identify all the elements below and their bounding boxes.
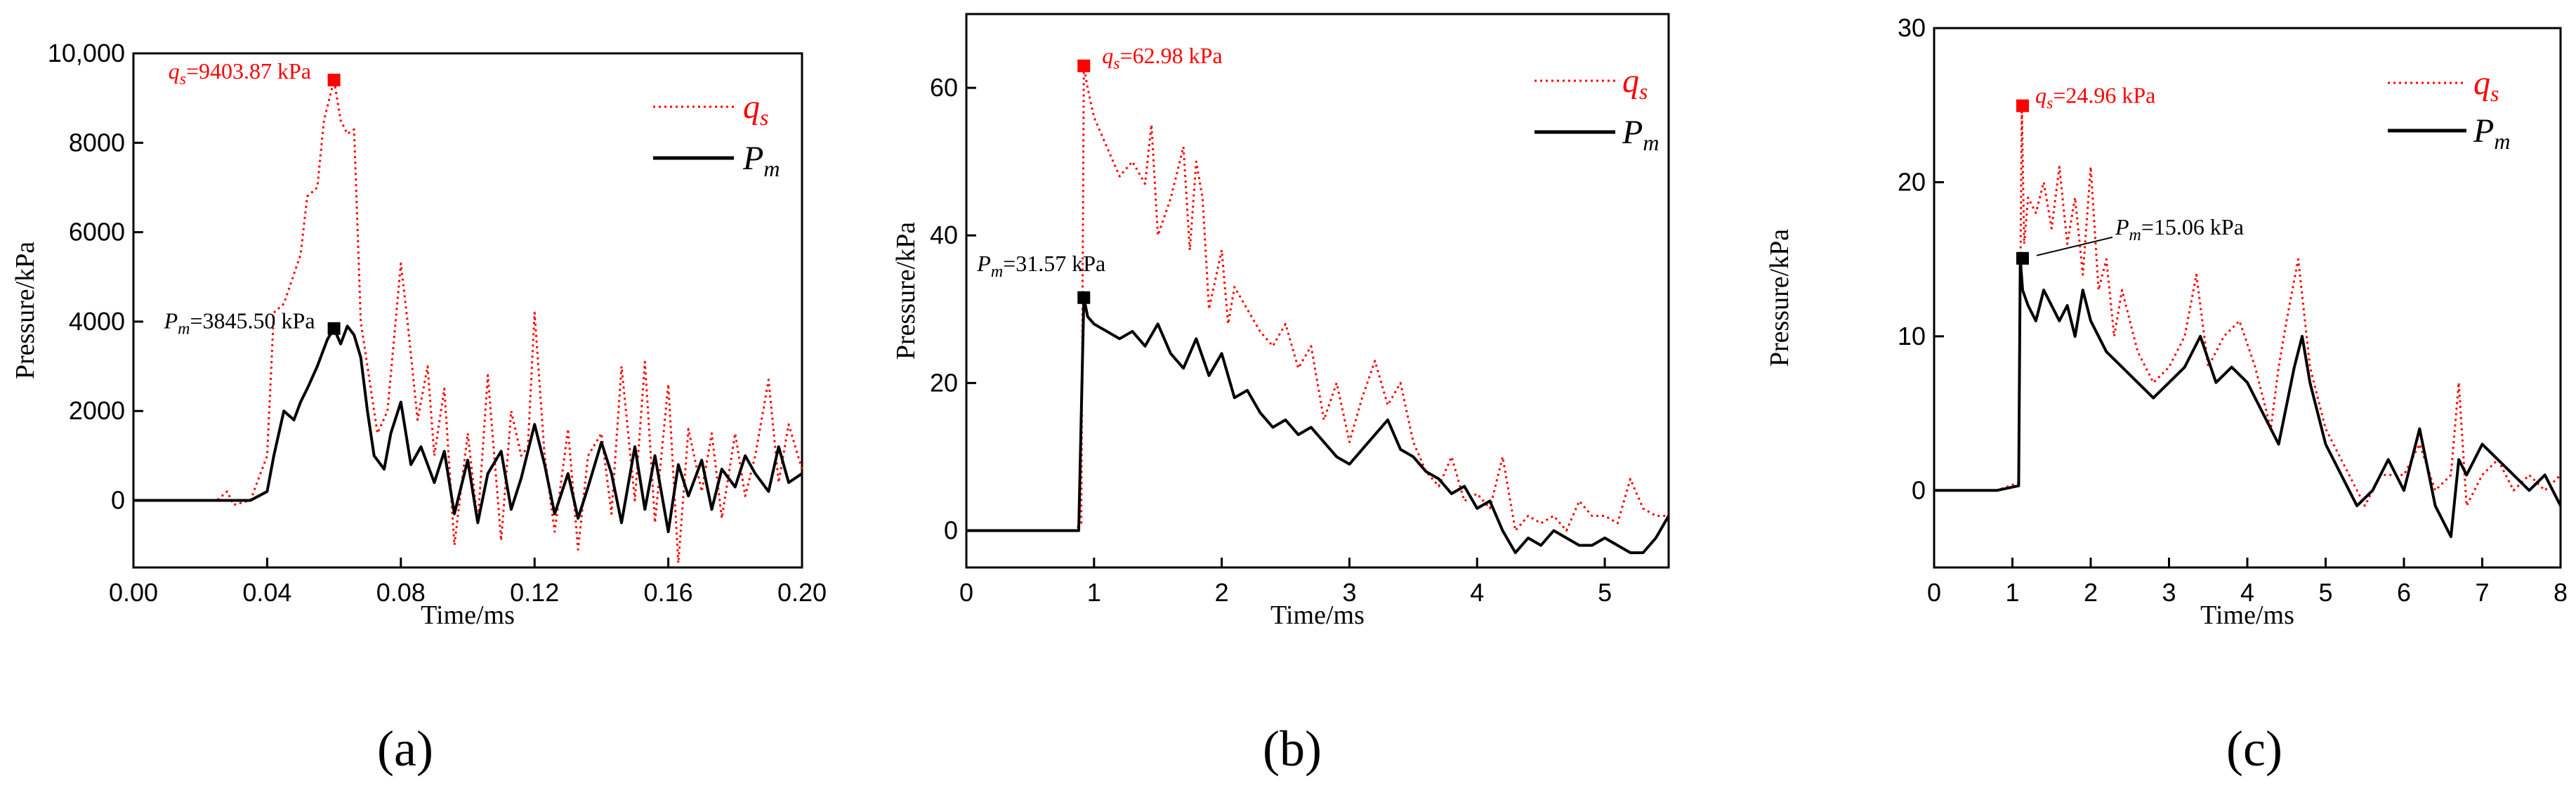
y-tick-label: 8000 [69, 128, 125, 157]
legend-label-qs: qs [743, 88, 768, 130]
y-axis-label: Pressure/kPa [891, 222, 921, 360]
panel-label-a: (a) [377, 721, 433, 777]
peak-annotation-qs: qs=9403.87 kPa [169, 58, 311, 88]
chart-panel-c: 0 1 2 3 4 5 6 7 8 0 10 20 30 qs=24.96 kPa Pm=15.06 kP… [1765, 13, 2568, 777]
y-tick-label: 0 [111, 486, 125, 515]
y-tick-label: 0 [944, 516, 958, 544]
x-tick-label: 0.00 [109, 578, 158, 607]
annotation-group: qs=9403.87 kPa Pm=3845.50 kPa [164, 58, 341, 339]
legend-label-pm: Pm [1622, 114, 1659, 155]
axis-ticks: 0 1 2 3 4 5 6 7 8 0 10 20 30 [1898, 13, 2568, 607]
x-tick-label: 5 [1598, 578, 1612, 607]
x-tick-label: 2 [2084, 578, 2098, 607]
y-tick-label: 6000 [69, 218, 125, 247]
y-tick-label: 2000 [69, 396, 125, 425]
x-tick-label: 2 [1215, 578, 1229, 607]
panel-label-c: (c) [2226, 721, 2282, 777]
y-axis-label: Pressure/kPa [1765, 229, 1794, 367]
peak-marker-qs [2016, 99, 2029, 112]
x-tick-label: 4 [2240, 578, 2254, 607]
peak-marker-pm [327, 322, 341, 335]
x-axis-label: Time/ms [1270, 600, 1365, 630]
legend-label-qs: qs [2473, 65, 2499, 106]
y-tick-label: 10,000 [48, 39, 125, 67]
panel-label-b: (b) [1263, 721, 1322, 777]
peak-annotation-qs: qs=62.98 kPa [1102, 43, 1222, 73]
peak-annotation-qs: qs=24.96 kPa [2035, 83, 2155, 113]
x-tick-label: 1 [2005, 578, 2019, 607]
series-group [966, 65, 1670, 554]
y-axis-label: Pressure/kPa [11, 242, 40, 379]
legend-label-pm: Pm [742, 140, 780, 181]
peak-annotation-pm: Pm=15.06 kPa [2115, 214, 2244, 244]
chart-panel-a: 0.00 0.04 0.08 0.12 0.16 0.20 0 2000 4000 6000 800… [11, 39, 827, 777]
peak-marker-qs [327, 73, 341, 86]
x-tick-label: 3 [2162, 578, 2176, 607]
legend-label-pm: Pm [2473, 112, 2510, 154]
x-tick-label: 0.12 [510, 578, 559, 607]
plot-frame [132, 52, 803, 569]
x-tick-label: 0.04 [242, 578, 291, 607]
x-axis-label: Time/ms [2200, 600, 2294, 630]
x-tick-label: 5 [2318, 578, 2332, 607]
series-line-pm [966, 296, 1670, 554]
legend: qs Pm [1535, 63, 1659, 155]
peak-marker-qs [1077, 59, 1091, 72]
x-tick-label: 3 [1342, 578, 1356, 607]
y-tick-label: 0 [1912, 475, 1926, 504]
x-tick-label: 7 [2475, 578, 2489, 607]
series-line-pm [133, 324, 803, 534]
x-tick-label: 0 [959, 578, 973, 607]
peak-marker-pm [1077, 291, 1091, 304]
legend: qs Pm [2388, 65, 2510, 154]
annotation-group: qs=24.96 kPa Pm=15.06 kPa [2016, 83, 2244, 265]
x-tick-label: 0.08 [376, 578, 426, 607]
y-tick-label: 20 [930, 368, 958, 397]
x-tick-label: 1 [1087, 578, 1101, 607]
x-axis-label: Time/ms [421, 600, 515, 630]
x-tick-label: 6 [2397, 578, 2411, 607]
y-tick-label: 20 [1898, 167, 1926, 196]
annotation-leader-line [2036, 236, 2113, 256]
x-tick-label: 0 [1927, 578, 1941, 607]
y-tick-label: 4000 [69, 307, 125, 336]
legend-label-qs: qs [1622, 63, 1648, 104]
x-tick-label: 8 [2554, 578, 2568, 607]
legend: qs Pm [653, 88, 780, 181]
series-group [1934, 105, 2562, 539]
peak-marker-pm [2016, 251, 2029, 265]
x-tick-label: 0.16 [644, 578, 693, 607]
y-tick-label: 30 [1898, 13, 1926, 42]
peak-annotation-pm: Pm=3845.50 kPa [164, 308, 315, 339]
series-line-qs [966, 65, 1669, 532]
series-line-qs [133, 79, 803, 565]
series-line-qs [1934, 105, 2562, 507]
plot-frame [965, 13, 1670, 569]
y-tick-label: 40 [930, 221, 958, 249]
series-group [133, 79, 803, 565]
axis-ticks: 0 1 2 3 4 5 0 20 40 60 [930, 73, 1612, 607]
y-tick-label: 60 [930, 73, 958, 102]
annotation-group: qs=62.98 kPa Pm=31.57 kPa [976, 43, 1223, 304]
chart-panel-b: 0 1 2 3 4 5 0 20 40 60 qs=62.98 kPa Pm=31.57 kPa T… [891, 13, 1670, 777]
series-line-pm [1934, 256, 2562, 539]
axis-ticks: 0.00 0.04 0.08 0.12 0.16 0.20 0 2000 4000 6000 800… [48, 39, 827, 607]
x-tick-label: 0.20 [777, 578, 827, 607]
peak-annotation-pm: Pm=31.57 kPa [976, 251, 1105, 281]
y-tick-label: 10 [1898, 322, 1926, 350]
x-tick-label: 4 [1470, 578, 1484, 607]
